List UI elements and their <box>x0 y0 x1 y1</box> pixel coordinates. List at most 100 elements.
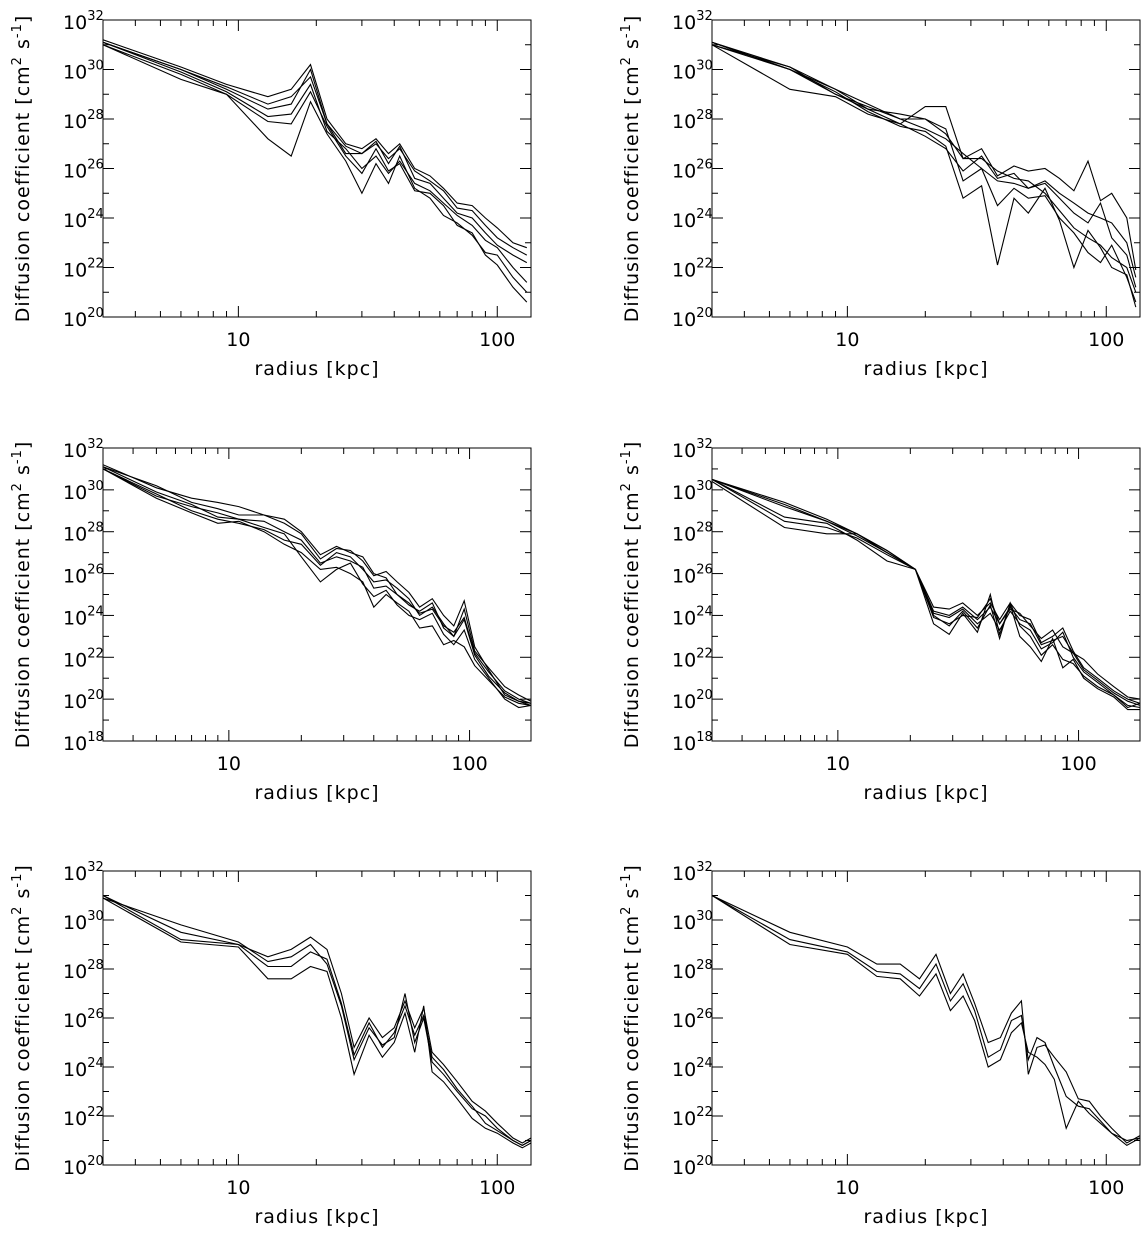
y-axis-title-part: Diffusion coefficient [cm <box>621 915 643 1172</box>
y-tick-exponent: 22 <box>696 1105 713 1120</box>
y-tick-exponent: 18 <box>696 730 713 745</box>
series-line-6 <box>103 466 531 704</box>
y-axis-title-sup: 2 <box>10 56 25 65</box>
y-tick-base: 10 <box>63 1108 87 1130</box>
y-tick-label: 1030 <box>672 479 713 504</box>
y-tick-label: 1024 <box>63 1056 104 1081</box>
y-axis-title-part: s <box>12 888 34 906</box>
y-axis-title-sup: 2 <box>10 906 25 915</box>
y-tick-exponent: 24 <box>87 1056 104 1071</box>
y-tick-base: 10 <box>672 62 696 84</box>
y-axis-title-part: s <box>12 38 34 56</box>
y-tick-exponent: 30 <box>696 909 713 924</box>
y-tick-label: 1032 <box>672 437 713 462</box>
y-tick-base: 10 <box>672 912 696 934</box>
y-tick-label: 1020 <box>672 306 713 331</box>
y-tick-label: 1024 <box>672 207 713 232</box>
y-axis-title-part: Diffusion coefficient [cm <box>12 65 34 322</box>
y-tick-base: 10 <box>672 649 696 671</box>
series-line-4 <box>103 464 531 704</box>
y-tick-label: 1026 <box>672 158 713 183</box>
y-tick-label: 1026 <box>63 158 104 183</box>
y-tick-exponent: 22 <box>87 1105 104 1120</box>
y-tick-label: 1024 <box>63 207 104 232</box>
y-tick-base: 10 <box>672 1010 696 1032</box>
y-tick-exponent: 28 <box>696 521 713 536</box>
y-tick-label: 1020 <box>63 1154 104 1179</box>
series-line-3 <box>103 897 531 1149</box>
series-line-6 <box>712 478 1140 709</box>
y-tick-exponent: 28 <box>87 521 104 536</box>
y-tick-base: 10 <box>672 1108 696 1130</box>
y-tick-label: 1018 <box>672 730 713 755</box>
series-line-4 <box>712 44 1137 308</box>
series-group <box>712 478 1140 711</box>
series-line-6 <box>103 41 528 283</box>
y-tick-base: 10 <box>63 691 87 713</box>
y-tick-exponent: 22 <box>87 646 104 661</box>
y-axis-title-sup: -1 <box>10 873 25 888</box>
y-axis-title-part: Diffusion coefficient [cm <box>621 65 643 322</box>
y-tick-exponent: 24 <box>87 207 104 222</box>
series-group <box>103 464 531 709</box>
y-axis-title-part: Diffusion coefficient [cm <box>621 491 643 748</box>
series-line-1 <box>103 41 528 264</box>
y-tick-base: 10 <box>63 260 87 282</box>
x-tick-label: 10 <box>217 753 241 775</box>
y-tick-exponent: 30 <box>696 59 713 74</box>
series-line-3 <box>712 41 1137 303</box>
y-axis-title-part: s <box>621 38 643 56</box>
y-tick-exponent: 22 <box>696 646 713 661</box>
series-group <box>103 895 531 1149</box>
y-tick-label: 1020 <box>63 688 104 713</box>
y-tick-base: 10 <box>672 691 696 713</box>
chart-panel-1: 10 1001032103010281026102410221020radius … <box>10 9 532 380</box>
y-axis-title-part: s <box>12 464 34 482</box>
y-tick-base: 10 <box>63 111 87 133</box>
y-tick-base: 10 <box>63 733 87 755</box>
x-axis-title: radius [kpc] <box>863 1206 988 1228</box>
x-tick-label: 100 <box>1088 1177 1124 1199</box>
y-tick-exponent: 24 <box>87 604 104 619</box>
y-tick-base: 10 <box>672 12 696 34</box>
y-tick-label: 1032 <box>63 9 104 34</box>
x-axis-title: radius [kpc] <box>254 782 379 804</box>
series-line-2 <box>712 895 1140 1142</box>
y-tick-label: 1018 <box>63 730 104 755</box>
series-line-1 <box>712 895 1140 1144</box>
y-tick-label: 1028 <box>672 521 713 546</box>
y-tick-exponent: 24 <box>696 604 713 619</box>
plot-frame <box>102 447 532 742</box>
y-tick-exponent: 20 <box>87 688 104 703</box>
y-tick-exponent: 20 <box>696 1154 713 1169</box>
y-tick-base: 10 <box>63 863 87 885</box>
y-tick-label: 1032 <box>63 437 104 462</box>
y-tick-base: 10 <box>63 566 87 588</box>
series-line-2 <box>103 466 531 706</box>
y-tick-label: 1022 <box>63 646 104 671</box>
y-axis-title-part: Diffusion coefficient [cm <box>12 491 34 748</box>
series-line-2 <box>103 44 528 293</box>
series-line-6 <box>712 44 1137 293</box>
y-tick-label: 1030 <box>63 909 104 934</box>
series-line-3 <box>103 468 531 706</box>
y-tick-base: 10 <box>672 566 696 588</box>
y-axis-title-part: ] <box>12 15 34 23</box>
y-tick-exponent: 26 <box>696 1007 713 1022</box>
y-tick-exponent: 32 <box>87 437 104 452</box>
chart-panel-3: 10 10010321030102810261024102210201018rad… <box>10 437 532 804</box>
y-tick-base: 10 <box>672 482 696 504</box>
series-group <box>712 895 1140 1147</box>
y-tick-label: 1028 <box>63 958 104 983</box>
y-tick-base: 10 <box>672 961 696 983</box>
y-axis-title-sup: -1 <box>10 23 25 38</box>
y-axis-title-part: ] <box>621 441 643 449</box>
y-tick-label: 1032 <box>672 860 713 885</box>
series-group <box>103 39 528 303</box>
y-axis-title-sup: -1 <box>619 23 634 38</box>
y-tick-base: 10 <box>63 1010 87 1032</box>
y-tick-exponent: 30 <box>696 479 713 494</box>
series-group <box>712 41 1137 308</box>
y-tick-exponent: 26 <box>87 563 104 578</box>
chart-panel-6: 10 1001032103010281026102410221020radius … <box>619 860 1141 1228</box>
